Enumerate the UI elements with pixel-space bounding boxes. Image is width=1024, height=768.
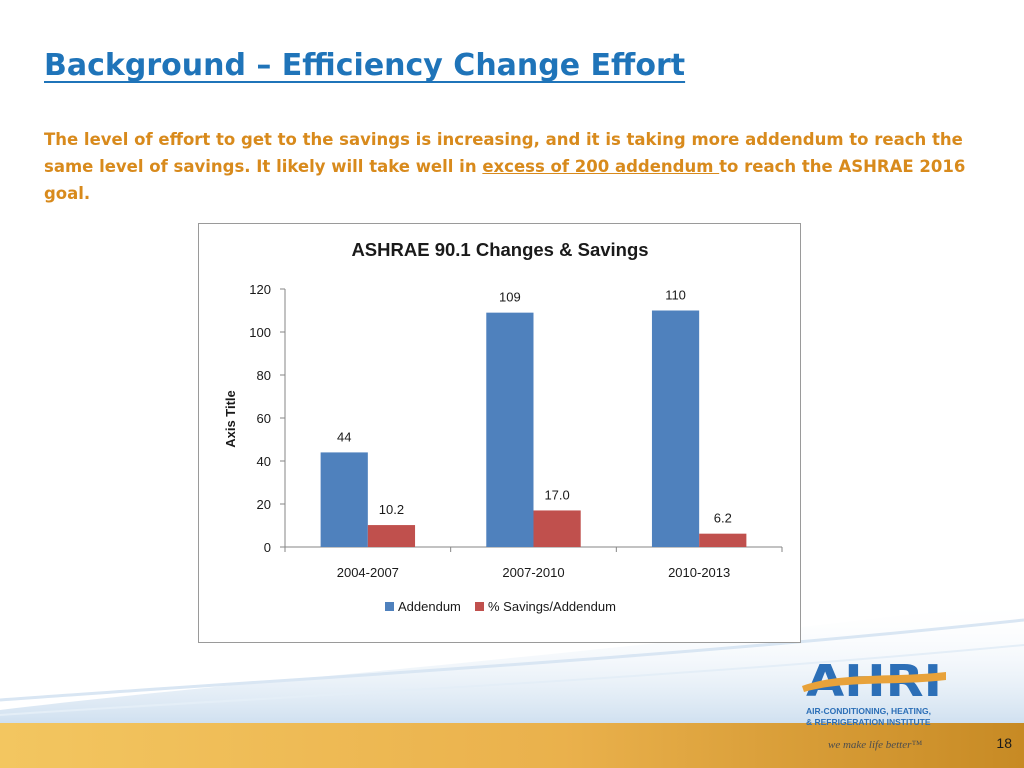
tagline: we make life better™	[828, 739, 923, 751]
y-tick-label: 80	[257, 368, 271, 383]
legend-swatch-addendum	[385, 602, 394, 611]
bar-addendum-2010-2013	[651, 310, 700, 547]
body-text-part2: to reach the ASHRAE 2016 goal.	[44, 157, 966, 203]
ahri-logo-line1: AIR-CONDITIONING, HEATING,	[806, 706, 931, 716]
y-tick-label: 100	[249, 325, 271, 340]
data-label-addendum-2004-2007: 44	[337, 429, 351, 444]
legend-label-savings-addendum: % Savings/Addendum	[488, 599, 616, 614]
chart-legend: Addendum % Savings/Addendum	[385, 599, 616, 614]
data-labels-group: 44 109 110 10.2 17.0 6.2	[337, 288, 732, 526]
bar-savings-addendum-2004-2007	[367, 525, 416, 547]
data-label-savings-addendum-2004-2007: 10.2	[379, 502, 404, 517]
x-axis-ticks: 2004-2007 2007-2010 2010-2013	[284, 547, 783, 580]
data-label-addendum-2010-2013: 110	[665, 288, 686, 303]
y-axis-title: Axis Title	[223, 390, 238, 448]
y-tick-label: 40	[257, 454, 271, 469]
y-tick-label: 20	[257, 497, 271, 512]
bar-savings-addendum-2010-2013	[699, 533, 747, 547]
chart-title: ASHRAE 90.1 Changes & Savings	[351, 239, 648, 260]
slide-body-text: The level of effort to get to the saving…	[44, 126, 994, 207]
ahri-logo-line2: & REFRIGERATION INSTITUTE	[806, 717, 931, 727]
slide-title: Background – Efficiency Change Effort	[44, 48, 686, 83]
page-number: 18	[996, 735, 1012, 751]
x-tick-label-2010-2013: 2010-2013	[668, 565, 730, 580]
x-tick-label-2007-2010: 2007-2010	[502, 565, 564, 580]
y-axis-ticks: 0 20 40 60 80 100 120	[249, 282, 285, 555]
y-tick-label: 0	[264, 540, 271, 555]
ahri-logo-swoosh	[802, 672, 946, 692]
data-label-savings-addendum-2010-2013: 6.2	[714, 511, 732, 526]
bars-group	[320, 310, 747, 547]
bar-chart: ASHRAE 90.1 Changes & Savings Axis Title…	[223, 239, 783, 614]
y-tick-label: 120	[249, 282, 271, 297]
body-text-part1: The level of effort to get to the saving…	[44, 130, 963, 176]
chart-container: ASHRAE 90.1 Changes & Savings Axis Title…	[198, 223, 801, 643]
bar-savings-addendum-2007-2010	[533, 510, 581, 547]
legend-swatch-savings-addendum	[475, 602, 484, 611]
x-tick-label-2004-2007: 2004-2007	[337, 565, 399, 580]
bar-addendum-2004-2007	[320, 452, 368, 547]
y-tick-label: 60	[257, 411, 271, 426]
ahri-logo: AHRI AIR-CONDITIONING, HEATING, & REFRIG…	[802, 656, 946, 727]
bar-addendum-2007-2010	[486, 312, 534, 547]
data-label-addendum-2007-2010: 109	[499, 290, 521, 305]
legend-label-addendum: Addendum	[398, 599, 461, 614]
body-text-underlined: excess of 200 addendum	[482, 157, 720, 176]
data-label-savings-addendum-2007-2010: 17.0	[544, 487, 569, 502]
